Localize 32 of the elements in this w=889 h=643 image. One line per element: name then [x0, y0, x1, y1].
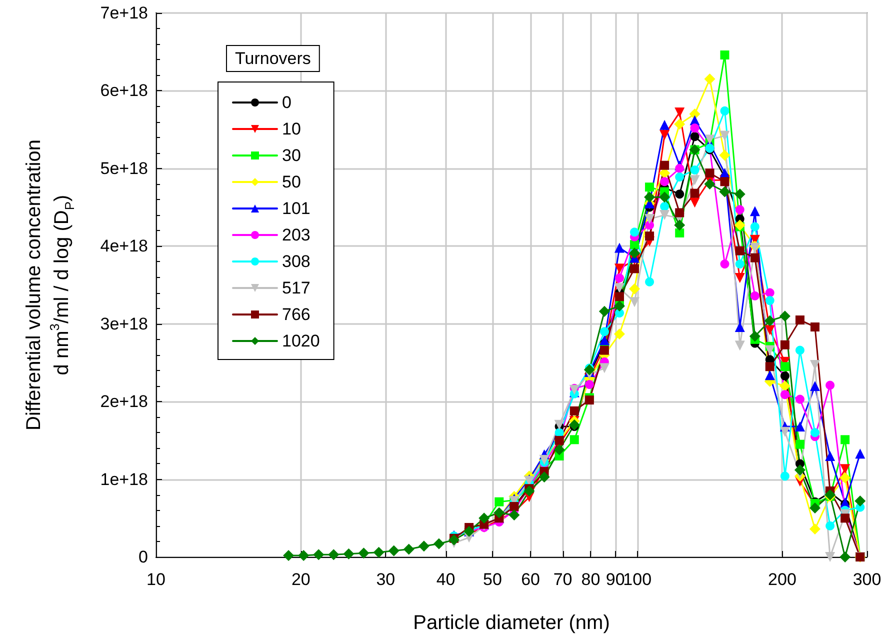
- y-tick-label: 0: [138, 548, 148, 566]
- legend-label: 203: [282, 226, 310, 244]
- x-tick-label: 20: [291, 570, 310, 589]
- x-tick-label: 100: [623, 570, 652, 589]
- x-tick-label: 30: [376, 570, 396, 589]
- x-tick-label: 40: [436, 570, 456, 589]
- legend-title: Turnovers: [235, 49, 311, 68]
- legend-label: 766: [282, 305, 310, 324]
- y-tick-label: 6e+18: [100, 81, 148, 100]
- x-tick-label: 300: [852, 570, 882, 589]
- x-tick-label: 50: [482, 570, 502, 589]
- legend-label: 101: [282, 199, 310, 218]
- y-tick-label: 1e+18: [100, 470, 148, 489]
- legend-label: 1020: [282, 332, 320, 350]
- legend-label: 50: [282, 172, 301, 192]
- x-tick-label: 10: [146, 570, 166, 589]
- x-tick-label: 90: [606, 570, 625, 589]
- x-tick-label: 80: [581, 570, 600, 589]
- x-axis-title: Particle diameter (nm): [413, 612, 610, 634]
- y-tick-label: 3e+18: [100, 314, 148, 334]
- legend-label: 308: [282, 252, 310, 271]
- y-tick-label: 2e+18: [100, 392, 148, 412]
- y-tick-label: 5e+18: [100, 158, 148, 178]
- y-tick-label: 7e+18: [100, 4, 148, 22]
- x-tick-label: 60: [521, 570, 540, 589]
- legend-label: 0: [282, 93, 292, 112]
- y-tick-label: 4e+18: [100, 236, 148, 256]
- x-tick-label: 200: [768, 570, 796, 589]
- legend-label: 30: [282, 146, 301, 165]
- legend-label: 517: [282, 278, 310, 298]
- x-tick-label: 70: [553, 570, 572, 589]
- legend-label: 10: [282, 120, 301, 138]
